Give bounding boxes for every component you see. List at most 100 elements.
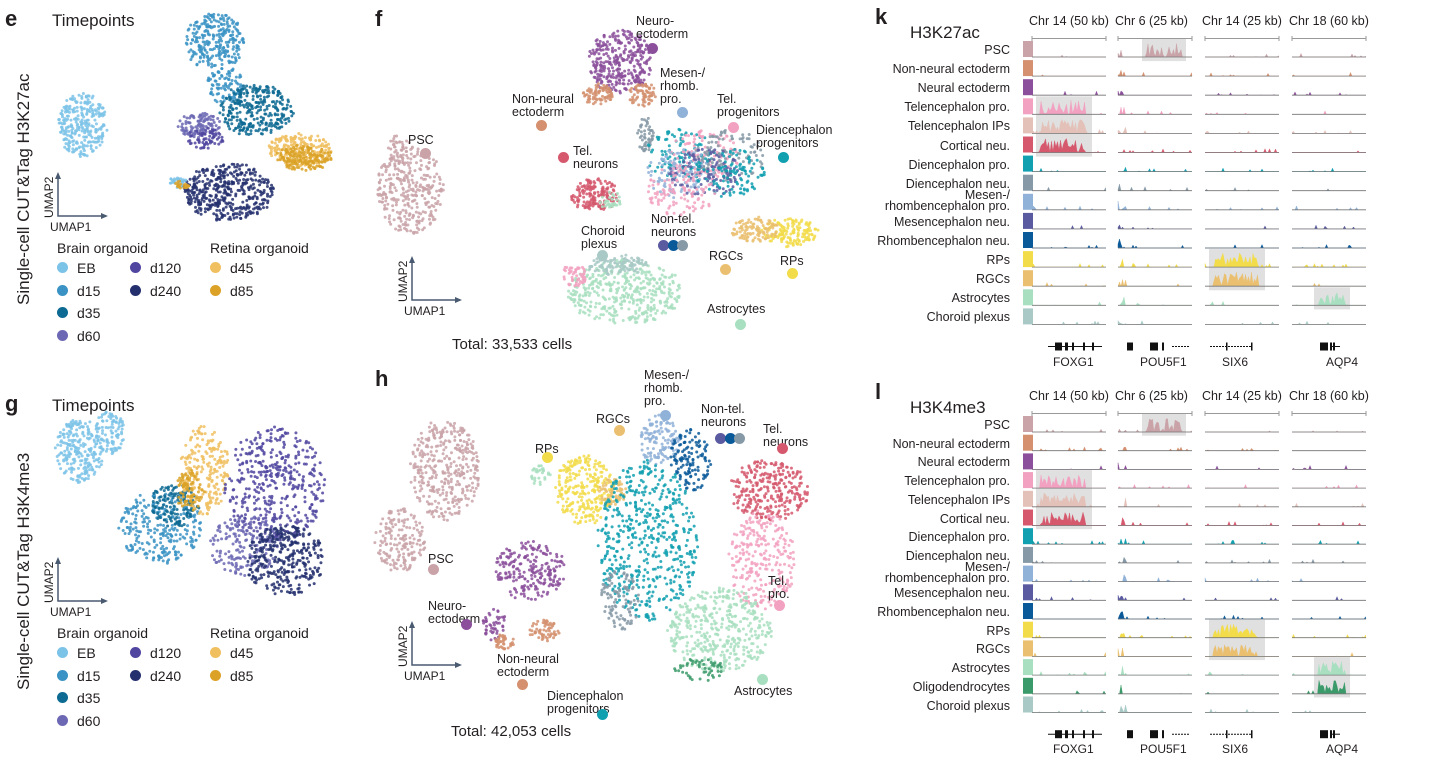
cell-point (285, 165, 289, 169)
cell-point (250, 465, 254, 469)
cell-point (267, 103, 271, 107)
cell-point (152, 538, 156, 542)
cell-point (62, 132, 66, 136)
cell-point (238, 129, 242, 133)
cell-point (162, 489, 166, 493)
cell-point (223, 120, 227, 124)
cell-point (189, 125, 193, 129)
cell-point (219, 22, 223, 26)
cell-point (96, 106, 100, 110)
cell-point (192, 23, 196, 27)
cell-point (242, 126, 246, 130)
cell-point (279, 501, 283, 505)
cell-point (408, 166, 412, 170)
cell-point (393, 167, 397, 171)
cell-point (605, 187, 609, 191)
cell-point (623, 69, 627, 73)
cell-point (398, 225, 402, 229)
cell-point (184, 456, 188, 460)
cell-point (421, 217, 425, 221)
cell-point (226, 211, 230, 215)
cell-point (647, 101, 651, 105)
cell-point (193, 132, 197, 136)
cell-point (115, 416, 119, 420)
cell-point (252, 86, 256, 90)
cell-point (69, 462, 73, 466)
umap-axes (57, 559, 106, 602)
cell-point (145, 556, 149, 560)
cell-point (136, 509, 140, 513)
cell-point (225, 121, 229, 125)
cell-point (268, 464, 272, 468)
cell-point (176, 182, 180, 186)
cell-point (603, 179, 607, 183)
cell-point (301, 556, 305, 560)
cell-point (185, 542, 189, 546)
cell-point (265, 586, 269, 590)
cell-point (202, 171, 206, 175)
cell-point (608, 57, 612, 61)
cell-point (65, 99, 69, 103)
cell-point (600, 80, 604, 84)
cell-point (235, 98, 239, 102)
cell-point (383, 215, 387, 219)
cell-point (68, 444, 72, 448)
cell-point (199, 202, 203, 206)
cell-point (286, 100, 290, 104)
cell-point (307, 148, 311, 152)
cell-point (238, 110, 242, 114)
cell-point (206, 208, 210, 212)
cell-point (581, 188, 585, 192)
cell-point (265, 584, 269, 588)
cell-point (210, 171, 214, 175)
cell-point (648, 66, 652, 70)
cell-point (274, 138, 278, 142)
cell-point (161, 559, 165, 563)
cell-point (208, 183, 212, 187)
cell-point (199, 45, 203, 49)
cell-point (172, 545, 176, 549)
cell-point (175, 177, 179, 181)
cell-point (319, 553, 323, 557)
cell-point (407, 163, 411, 167)
cell-point (279, 589, 283, 593)
cell-point (71, 127, 75, 131)
cell-point (100, 124, 104, 128)
cell-point (274, 555, 278, 559)
cell-point (101, 114, 105, 118)
cell-point (100, 425, 104, 429)
cell-point (97, 137, 101, 141)
cell-point (247, 195, 251, 199)
cell-point (292, 565, 296, 569)
cell-point (433, 196, 437, 200)
cell-point (237, 534, 241, 538)
cell-point (259, 513, 263, 517)
cell-point (220, 74, 224, 78)
cell-point (301, 145, 305, 149)
cell-point (637, 79, 641, 83)
cell-point (257, 482, 261, 486)
cell-point (260, 537, 264, 541)
cell-point (232, 94, 236, 98)
cell-point (100, 140, 104, 144)
cell-point (200, 134, 204, 138)
cell-point (628, 30, 632, 34)
cell-point (306, 546, 310, 550)
cell-point (276, 89, 280, 93)
cell-point (198, 173, 202, 177)
cell-point (259, 486, 263, 490)
cell-point (421, 186, 425, 190)
cell-point (307, 136, 311, 140)
cell-point (593, 70, 597, 74)
cell-point (188, 202, 192, 206)
cell-point (408, 218, 412, 222)
cell-point (636, 131, 640, 135)
cell-point (273, 592, 277, 596)
cell-point (172, 508, 176, 512)
cell-point (264, 501, 268, 505)
cell-point (278, 438, 282, 442)
cell-point (57, 117, 61, 121)
cell-point (81, 430, 85, 434)
cell-point (610, 66, 614, 70)
cell-point (77, 451, 81, 455)
